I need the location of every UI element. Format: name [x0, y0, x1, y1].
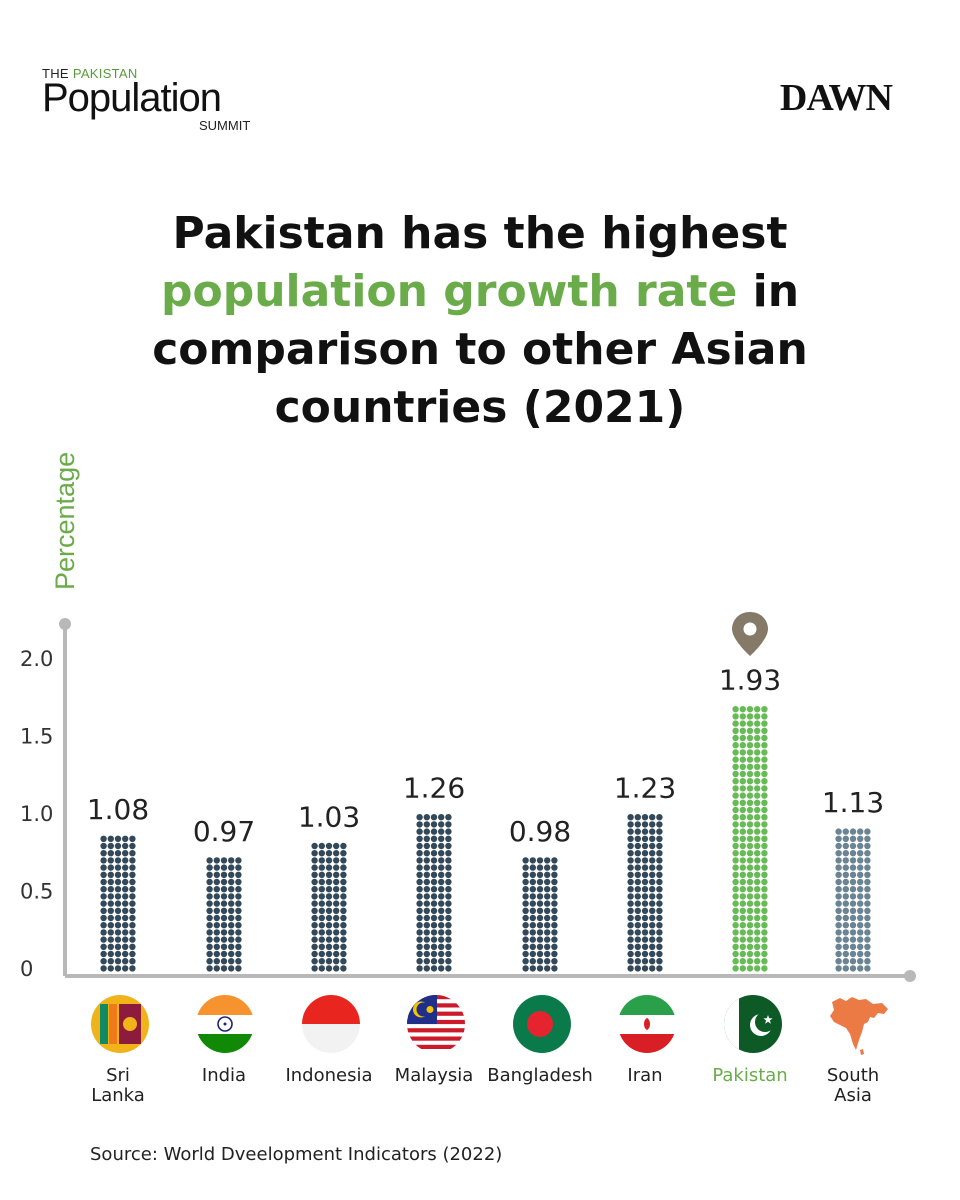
y-tick-label: 0.5: [20, 880, 53, 904]
category-label: Indonesia: [269, 1066, 389, 1086]
headline-line-2: population growth rate in: [160, 266, 800, 317]
category-label: South Asia: [793, 1066, 913, 1106]
category-label-line: India: [201, 1065, 247, 1086]
pakistan-flag-icon: [724, 995, 782, 1053]
logo-sub-text: SUMMIT: [199, 118, 251, 133]
bar-sri-lanka: [100, 835, 136, 972]
headline-line-3: comparison to other Asian: [152, 324, 808, 375]
bar-india: [206, 857, 242, 972]
india-flag-icon: [196, 995, 254, 1053]
category-label: India: [164, 1066, 284, 1086]
bar-bangladesh: [522, 857, 558, 972]
bar-indonesia: [311, 842, 347, 972]
value-label: 1.13: [822, 786, 884, 819]
y-tick-label: 1.0: [20, 802, 53, 826]
headline-highlight: population growth rate: [160, 266, 738, 317]
bar-south-asia: [835, 828, 871, 972]
bar-pakistan: [732, 706, 768, 972]
y-axis-end-dot: [59, 618, 71, 630]
headline-line-4: countries (2021): [274, 382, 686, 433]
bar-malaysia: [416, 814, 452, 972]
y-tick-label: 2.0: [20, 647, 53, 671]
logo-main-text: Population: [42, 76, 222, 120]
headline-line-1: Pakistan has the highest: [172, 208, 788, 259]
value-label: 0.97: [193, 815, 255, 848]
value-label: 1.03: [298, 800, 360, 833]
category-label: Pakistan: [690, 1066, 810, 1086]
bars: [100, 706, 871, 972]
x-axis-end-dot: [904, 970, 916, 982]
logo-top-line: THE PAKISTAN: [42, 66, 138, 81]
indonesia-flag-icon: [302, 995, 360, 1053]
malaysia-flag-icon: [407, 995, 465, 1053]
y-ticks: 0 0.5 1.0 1.5 2.0: [20, 647, 53, 981]
category-label-line: Iran: [627, 1065, 663, 1086]
category-label: Bangladesh: [480, 1066, 600, 1086]
value-label: 1.93: [719, 664, 781, 697]
value-label: 1.08: [87, 793, 149, 826]
category-label-line: Indonesia: [285, 1065, 373, 1086]
value-label: 1.26: [403, 772, 465, 805]
category-label-line: Lanka: [91, 1085, 145, 1106]
headline: Pakistan has the highest population grow…: [0, 205, 960, 437]
category-label: Iran: [585, 1066, 705, 1086]
value-label: 0.98: [509, 815, 571, 848]
category-label-line: Malaysia: [394, 1065, 474, 1086]
map-pin-icon: [732, 612, 768, 656]
category-label-line: Sri: [106, 1065, 130, 1086]
category-label-line: South: [826, 1065, 880, 1086]
iran-flag-icon: [618, 995, 676, 1053]
category-label: Sri Lanka: [58, 1066, 178, 1106]
bar-iran: [627, 814, 663, 972]
sri-lanka-flag-icon: [91, 995, 149, 1053]
dawn-logo: DAWN: [779, 77, 893, 119]
value-label: 1.23: [614, 772, 676, 805]
category-label: Malaysia: [374, 1066, 494, 1086]
y-tick-label: 1.5: [20, 725, 53, 749]
value-labels: 1.08 0.97 1.03 1.26 0.98 1.23 1.93 1.13: [87, 664, 884, 848]
y-tick-label: 0: [20, 957, 33, 981]
category-label-line: Asia: [834, 1085, 872, 1106]
category-label-line: Bangladesh: [487, 1065, 593, 1086]
category-label-line: Pakistan: [712, 1065, 788, 1086]
south-asia-map-icon: [826, 992, 892, 1058]
source-note: Source: World Dveelopment Indicators (20…: [90, 1144, 503, 1165]
bangladesh-flag-icon: [513, 995, 571, 1053]
